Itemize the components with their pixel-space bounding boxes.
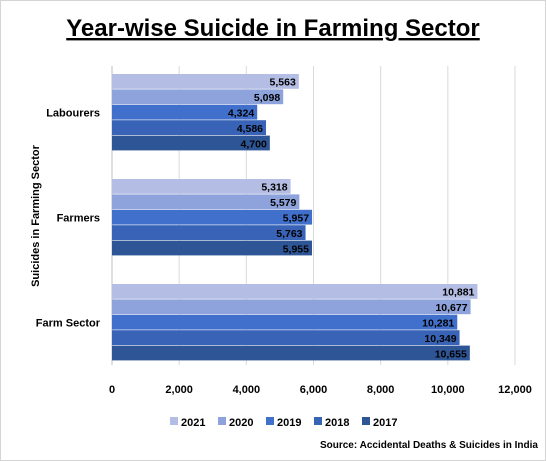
bar [112, 89, 284, 105]
x-tick-labels: 0 2,000 4,000 6,000 8,000 10,000 12,000 [109, 384, 532, 396]
bar-value-label: 4,324 [228, 108, 254, 120]
y-axis-label: Suicides in Farming Sector [30, 144, 42, 287]
bar [112, 284, 478, 299]
bar [112, 179, 291, 194]
legend-swatch [362, 417, 370, 425]
bar [112, 240, 312, 256]
x-tick-label: 2,000 [165, 384, 193, 396]
legend-label: 2020 [229, 417, 253, 429]
bar [112, 120, 267, 135]
bar [112, 299, 471, 315]
bar [112, 314, 458, 330]
bar [112, 104, 258, 120]
bar-value-label: 10,677 [435, 302, 467, 314]
bar-value-label: 10,349 [424, 333, 456, 345]
bar-value-label: 5,318 [261, 182, 287, 194]
x-tick-label: 0 [109, 384, 115, 396]
legend-label: 2018 [325, 417, 349, 429]
bar-value-label: 5,098 [254, 92, 280, 104]
category-label: Farm Sector [36, 318, 101, 330]
x-tick-label: 10,000 [431, 384, 465, 396]
bar-value-label: 5,563 [270, 77, 296, 89]
chart-title: Year-wise Suicide in Farming Sector [66, 15, 479, 42]
source-note: Source: Accidental Deaths & Suicides in … [320, 440, 538, 451]
legend-swatch [314, 417, 322, 425]
legend-swatch [170, 417, 178, 425]
bar-value-label: 5,763 [276, 228, 302, 240]
x-tick-label: 6,000 [300, 384, 328, 396]
category-label: Farmers [57, 213, 100, 225]
bar-value-label: 5,955 [283, 243, 309, 255]
x-tick-label: 8,000 [367, 384, 395, 396]
legend: 2021 2020 2019 2018 2017 [170, 417, 397, 429]
bar-value-label: 10,281 [422, 318, 454, 330]
legend-swatch [218, 417, 226, 425]
bar-value-label: 5,579 [270, 197, 296, 209]
x-tick-label: 12,000 [498, 384, 532, 396]
bar-value-label: 10,655 [435, 348, 467, 360]
legend-label: 2021 [181, 417, 205, 429]
bar [112, 135, 270, 151]
bar-value-label: 4,586 [237, 123, 263, 135]
legend-label: 2017 [373, 417, 397, 429]
bar [112, 194, 300, 210]
bar-value-label: 5,957 [283, 213, 309, 225]
category-label: Labourers [46, 108, 100, 120]
bar [112, 225, 306, 240]
category-labels: Labourers Farmers Farm Sector [36, 108, 101, 330]
bar-value-label: 4,700 [241, 138, 267, 150]
bar [112, 330, 460, 345]
bar [112, 345, 470, 361]
bar [112, 209, 313, 225]
bar-value-label: 10,881 [442, 287, 474, 299]
legend-swatch [266, 417, 274, 425]
bar [112, 74, 299, 89]
x-tick-label: 4,000 [233, 384, 261, 396]
legend-label: 2019 [277, 417, 301, 429]
